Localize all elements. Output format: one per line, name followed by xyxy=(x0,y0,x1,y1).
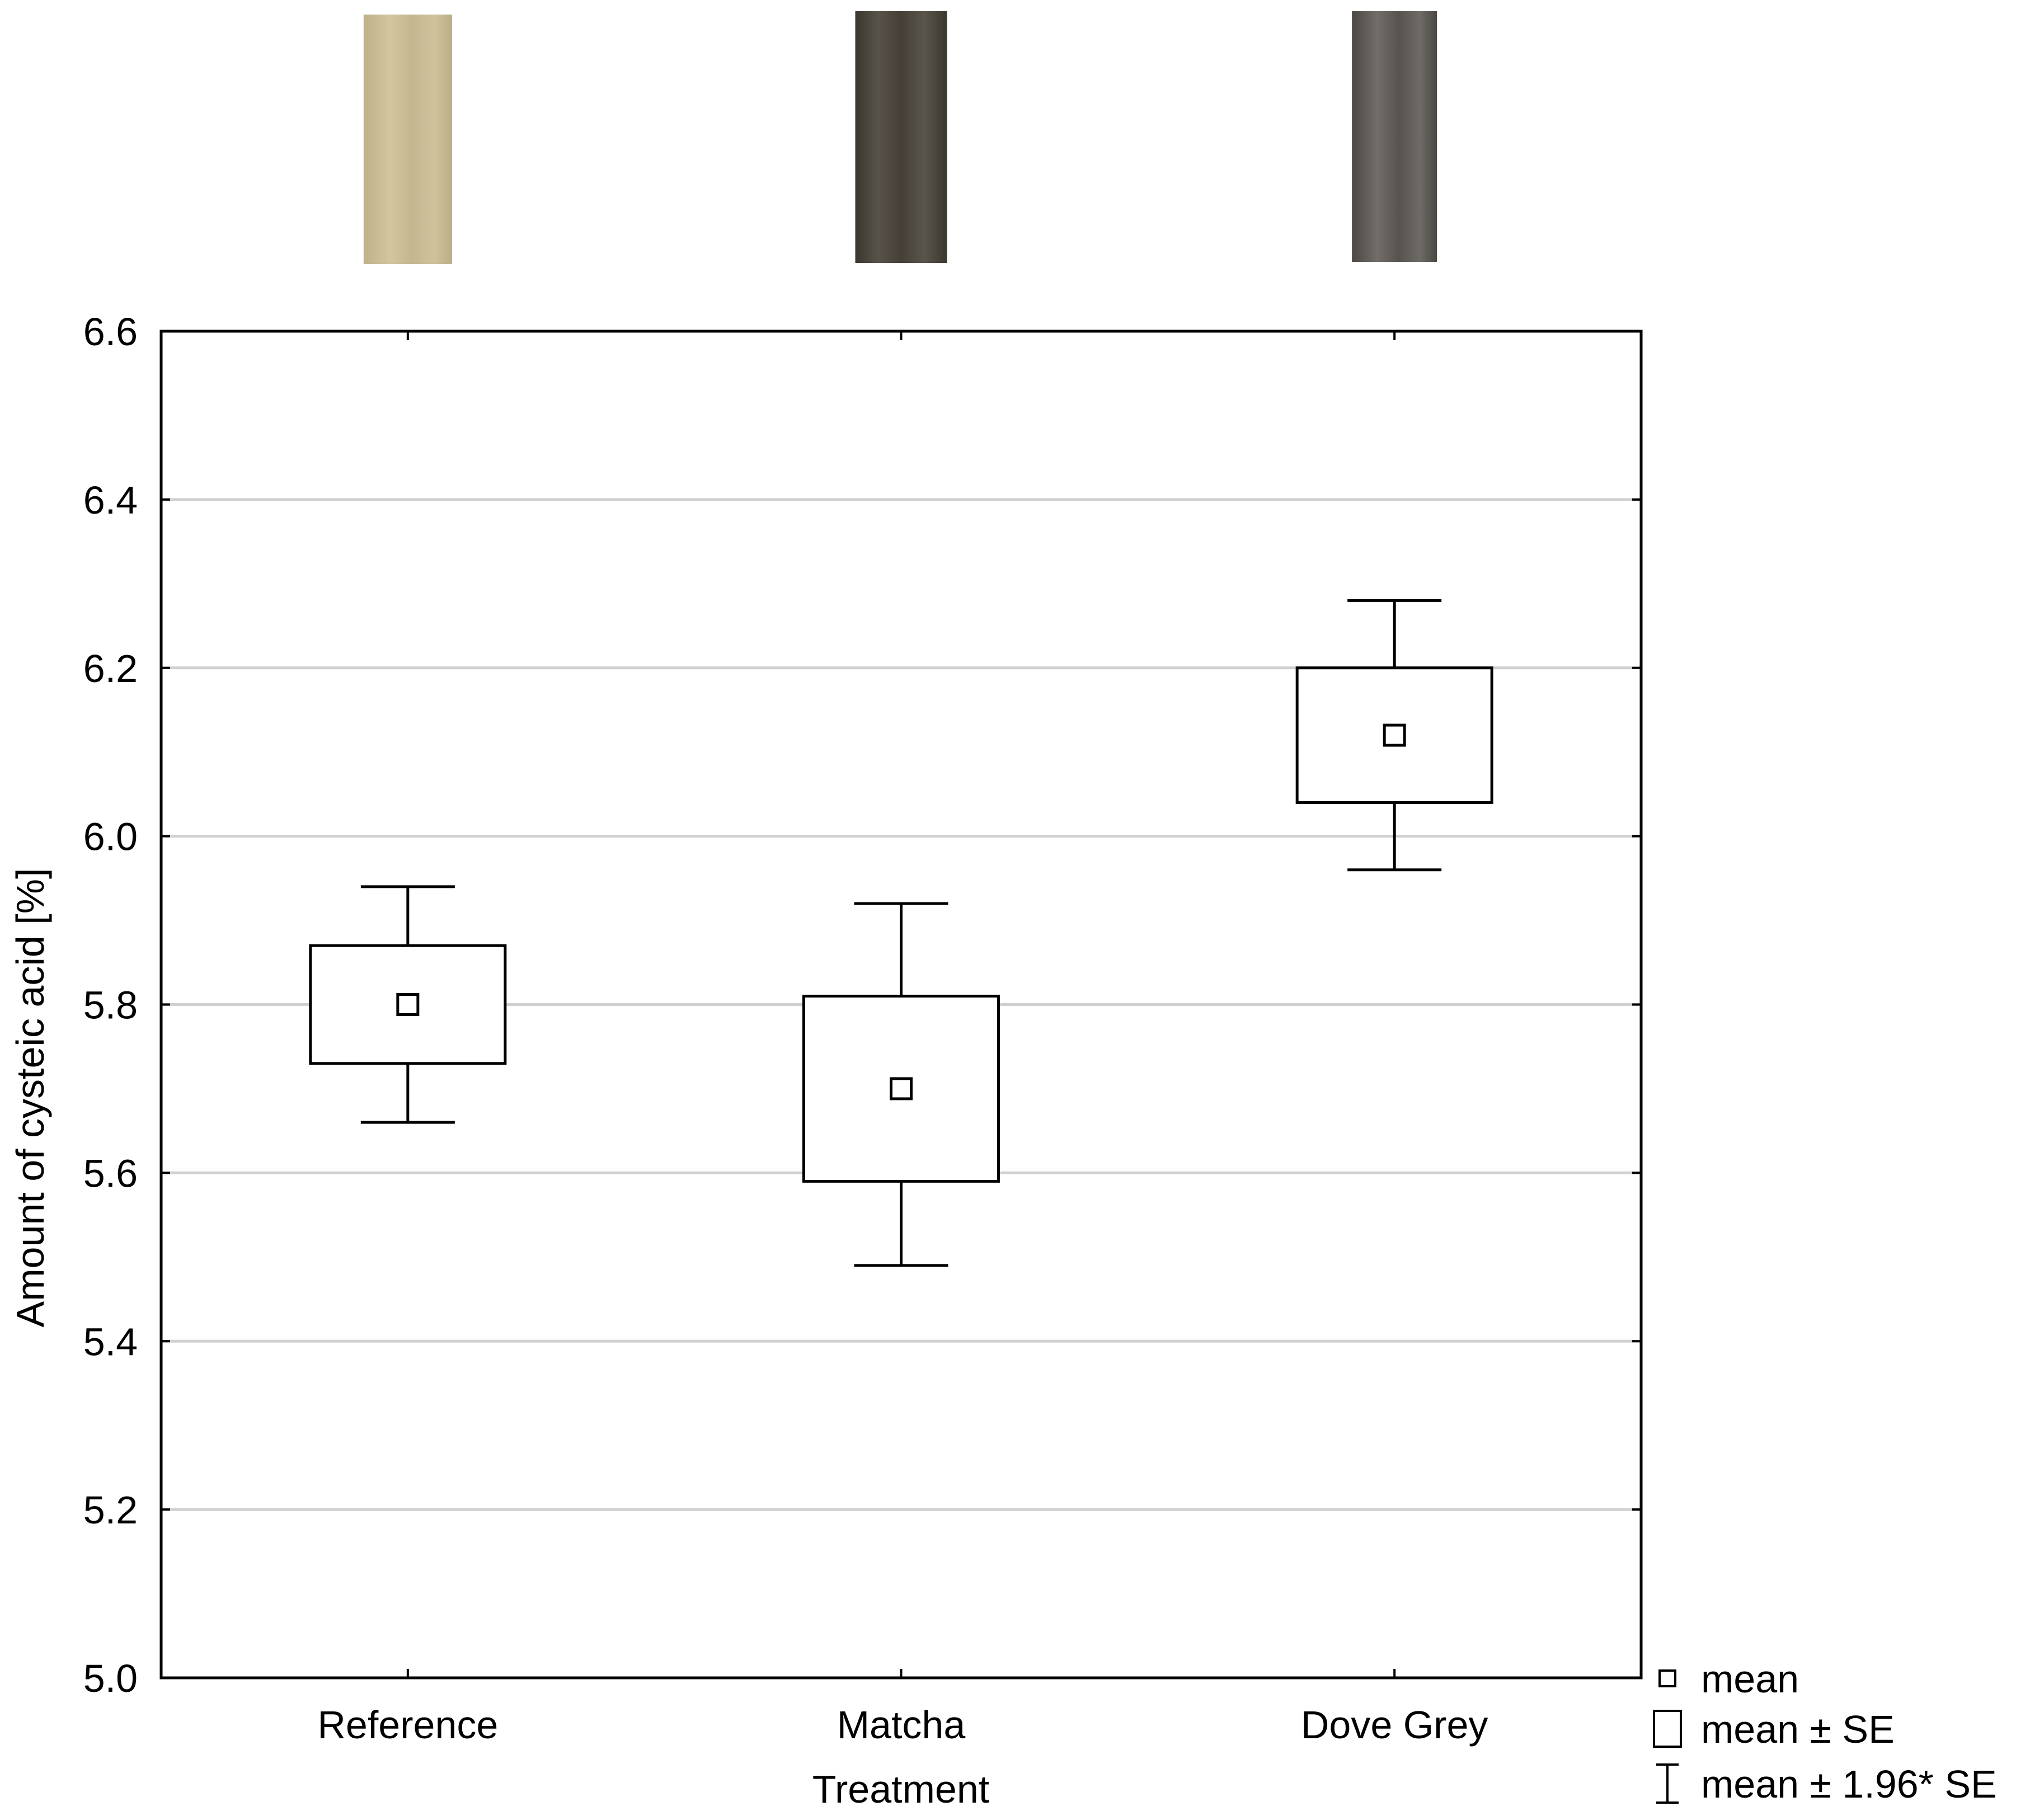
y-tick-label: 6.2 xyxy=(83,647,138,690)
legend: mean mean ± SE mean ± 1.96* SE xyxy=(1653,1657,1997,1806)
y-axis: 5.0 5.2 5.4 5.6 5.8 6.0 6.2 6.4 6.6 xyxy=(83,310,1641,1700)
legend-entry: mean xyxy=(1701,1657,1799,1701)
x-axis: Reference Matcha Dove Grey xyxy=(317,331,1488,1747)
legend-se-box xyxy=(1653,1710,1682,1748)
y-tick-label: 5.2 xyxy=(83,1488,138,1532)
x-tick-label: Dove Grey xyxy=(1301,1703,1488,1747)
y-axis-title: Amount of cysteic acid [%] xyxy=(8,868,52,1328)
hair-swatch xyxy=(363,15,452,264)
x-tick-label: Matcha xyxy=(837,1703,966,1747)
y-tick-label: 6.0 xyxy=(83,815,138,859)
hair-swatch xyxy=(855,11,947,263)
y-tick-label: 5.4 xyxy=(83,1320,138,1363)
x-axis-title: Treatment xyxy=(812,1767,989,1811)
mean-marker xyxy=(890,1077,913,1100)
y-tick-label: 5.0 xyxy=(83,1657,138,1700)
boxes xyxy=(309,599,1493,1267)
y-tick-label: 5.6 xyxy=(83,1151,138,1195)
y-tick-label: 6.6 xyxy=(83,310,138,354)
y-tick-label: 5.8 xyxy=(83,984,138,1027)
mean-marker xyxy=(1383,723,1406,747)
hair-swatch xyxy=(1352,11,1437,262)
y-tick-label: 6.4 xyxy=(83,478,138,522)
x-tick-label: Reference xyxy=(317,1703,498,1747)
hair-swatches xyxy=(363,11,1437,264)
legend-entry: mean ± 1.96* SE xyxy=(1701,1762,1997,1806)
mean-marker xyxy=(396,993,420,1016)
legend-entry: mean ± SE xyxy=(1701,1707,1895,1751)
legend-mean-marker xyxy=(1658,1669,1676,1687)
